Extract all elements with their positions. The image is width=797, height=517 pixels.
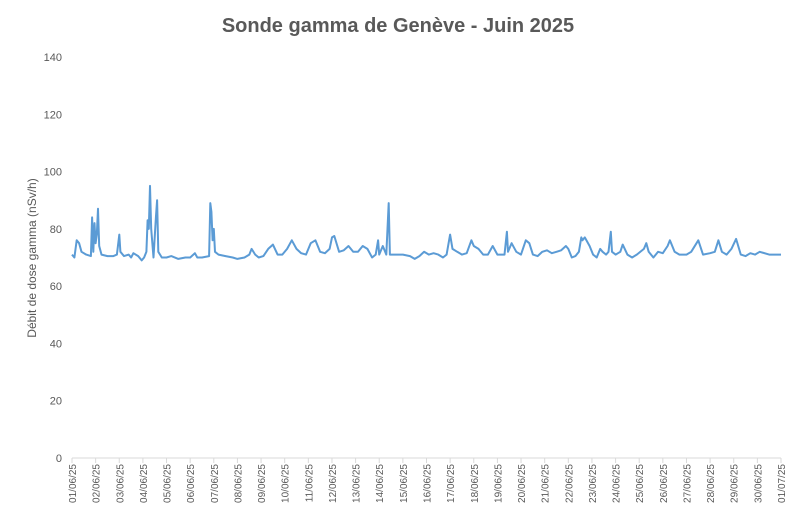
- x-tick-label: 12/06/25: [328, 464, 339, 503]
- x-tick-label: 20/06/25: [517, 464, 528, 503]
- x-tick-label: 21/06/25: [541, 464, 552, 503]
- x-tick-label: 19/06/25: [493, 464, 504, 503]
- x-tick-label: 29/06/25: [730, 464, 741, 503]
- x-tick-label: 01/07/25: [777, 464, 788, 503]
- x-tick-label: 16/06/25: [423, 464, 434, 503]
- x-tick-label: 08/06/25: [233, 464, 244, 503]
- y-tick-label: 120: [44, 109, 62, 121]
- x-tick-label: 04/06/25: [139, 464, 150, 503]
- x-tick-label: 23/06/25: [588, 464, 599, 503]
- y-tick-label: 60: [50, 281, 62, 293]
- chart-title: Sonde gamma de Genève - Juin 2025: [222, 15, 574, 37]
- x-tick-label: 18/06/25: [470, 464, 481, 503]
- y-tick-label: 140: [44, 52, 62, 64]
- y-tick-label: 80: [50, 224, 62, 236]
- x-tick-label: 14/06/25: [375, 464, 386, 503]
- x-tick-label: 25/06/25: [635, 464, 646, 503]
- x-tick-label: 11/06/25: [304, 464, 315, 503]
- x-tick-label: 10/06/25: [281, 464, 292, 503]
- x-tick-label: 13/06/25: [352, 464, 363, 503]
- x-tick-label: 05/06/25: [163, 464, 174, 503]
- y-tick-label: 100: [44, 167, 62, 179]
- x-tick-label: 02/06/25: [92, 464, 103, 503]
- x-tick-label: 28/06/25: [706, 464, 717, 503]
- x-tick-label: 06/06/25: [186, 464, 197, 503]
- data-line: [71, 184, 781, 262]
- y-tick-label: 0: [56, 453, 62, 465]
- x-tick-label: 15/06/25: [399, 464, 410, 503]
- x-tick-label: 27/06/25: [682, 464, 693, 503]
- x-tick-label: 09/06/25: [257, 464, 268, 503]
- y-tick-label: 40: [50, 338, 62, 350]
- x-tick-label: 30/06/25: [753, 464, 764, 503]
- x-tick-label: 26/06/25: [659, 464, 670, 503]
- x-tick-label: 24/06/25: [612, 464, 623, 503]
- y-axis-label: Débit de dose gamma (nSv/h): [25, 178, 39, 337]
- x-tick-label: 03/06/25: [115, 464, 126, 503]
- y-tick-label: 20: [50, 396, 62, 408]
- x-tick-label: 22/06/25: [564, 464, 575, 503]
- x-tick-label: 01/06/25: [68, 464, 79, 503]
- x-tick-label: 17/06/25: [446, 464, 457, 503]
- x-tick-label: 07/06/25: [210, 464, 221, 503]
